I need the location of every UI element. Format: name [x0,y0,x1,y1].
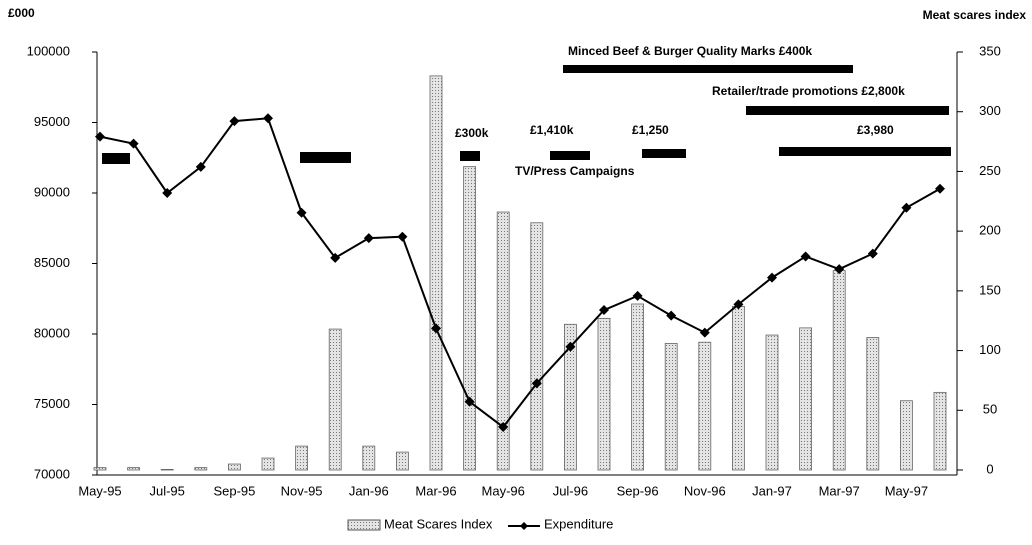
marker [229,116,240,127]
marker [431,323,441,334]
x-tick-label: Mar-97 [819,483,860,498]
marker [666,310,677,321]
marker [531,378,542,389]
bar [765,334,779,471]
y-tick-label: 95000 [34,114,70,129]
x-tick-label: Jul-96 [553,483,588,498]
y-tick-label: 100000 [27,43,70,58]
bar [866,337,880,471]
marker [296,207,307,218]
annotation: Minced Beef & Burger Quality Marks £400k [568,44,812,58]
y-tick-label: 80000 [34,325,70,340]
marker [699,327,710,338]
bar [732,305,745,471]
legend-swatch [347,519,381,531]
y2-tick-label: 300 [979,103,1001,118]
x-tick-label: May-97 [885,483,928,498]
marker [733,299,744,310]
legend-label: Expenditure [544,516,613,531]
marker [867,248,878,259]
bar [295,445,309,471]
bar [160,469,174,471]
annotation: £1,410k [530,123,574,137]
y-tick-label: 85000 [34,255,70,270]
marker [330,252,341,263]
marker [599,305,609,316]
y2-tick-label: 100 [979,342,1001,357]
bar [362,445,376,471]
marker [834,264,845,275]
bar [832,270,846,471]
marker [128,138,139,149]
bar [429,75,443,471]
annotation: TV/Press Campaigns [515,164,635,178]
bar [496,211,510,471]
y2-tick-label: 200 [979,223,1001,238]
marker [195,161,206,172]
bar [395,451,409,471]
y2-axis-title: Meat scares index [923,8,1027,22]
x-tick-label: May-96 [482,483,525,498]
x-tick-label: Jan-97 [752,483,792,498]
legend-label: Meat Scares Index [384,516,493,531]
y-tick-label: 70000 [34,466,70,481]
legend-swatch [520,522,528,530]
marker [800,251,811,262]
bar [530,222,544,471]
bar [227,463,241,471]
marker [95,131,105,142]
bar [631,303,644,471]
y-axis-title: £000 [8,6,35,20]
bar [127,467,140,471]
bar [698,341,712,471]
annotation: £1,250 [632,123,669,137]
marker [901,202,912,213]
x-tick-label: Jan-96 [349,483,389,498]
x-tick-label: Sep-95 [213,483,255,498]
y2-tick-label: 150 [979,282,1001,297]
marker [565,341,576,352]
bar [564,323,577,471]
campaign-bars [102,65,951,164]
y2-tick-label: 50 [983,402,997,417]
bar [597,317,611,471]
x-tick-label: Jul-95 [149,483,184,498]
y2-tick-label: 350 [979,43,1001,58]
marker [464,396,475,407]
x-tick-label: Mar-96 [415,483,456,498]
bar [261,457,275,471]
bar [900,400,913,471]
y2-tick-label: 0 [986,461,993,476]
line [99,117,941,429]
bar [93,467,107,471]
marker [935,183,945,194]
bar [933,391,947,471]
marker [632,290,643,301]
bar [194,467,208,471]
x-tick-label: Nov-96 [684,483,726,498]
y2-tick-label: 250 [979,163,1001,178]
bar [664,343,678,471]
y-tick-label: 75000 [34,396,70,411]
marker [767,272,777,283]
y-tick-label: 90000 [34,184,70,199]
marker [363,233,374,244]
bar [328,328,342,471]
x-tick-label: May-95 [78,483,121,498]
bar [799,327,812,471]
annotation: £300k [455,126,489,140]
marker [263,113,273,124]
marker [498,422,509,433]
x-tick-label: Sep-96 [617,483,659,498]
marker [397,231,408,242]
annotation: Retailer/trade promotions £2,800k [712,84,905,98]
marker [162,188,173,198]
annotation: £3,980 [857,123,894,137]
bar [463,166,477,471]
x-tick-label: Nov-95 [281,483,323,498]
